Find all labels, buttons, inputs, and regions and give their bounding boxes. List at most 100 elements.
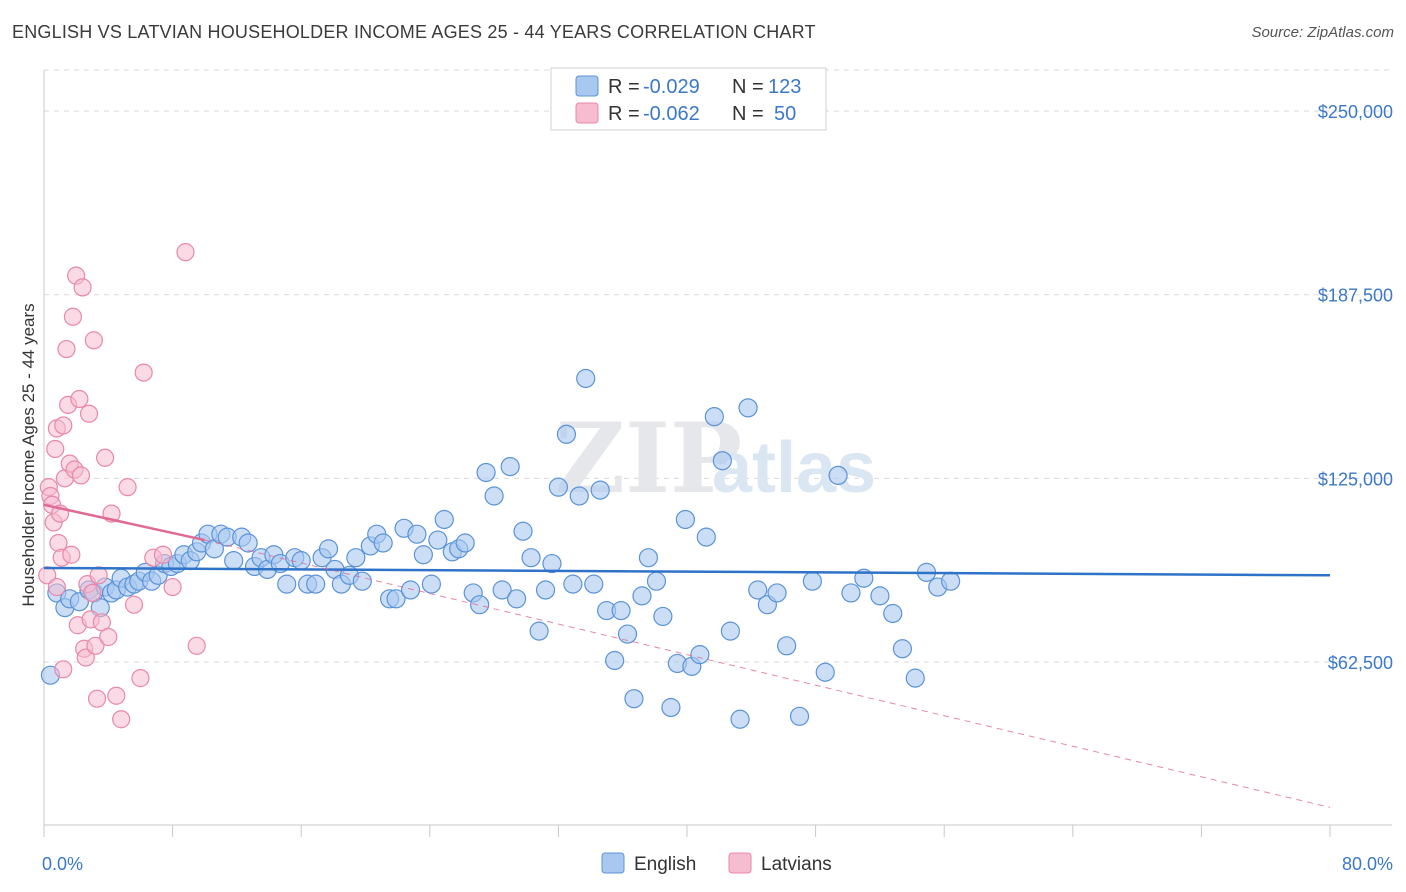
english-point [352,571,372,591]
y-tick-label: $62,500 [1328,653,1393,673]
english-point [730,709,750,729]
english-point [870,586,890,606]
y-tick-label: $125,000 [1318,469,1393,489]
x-tick-label-min: 0.0% [42,854,83,874]
english-point [346,548,366,568]
english-point [841,583,861,603]
legend-n-label-1: N = [732,76,769,98]
y-axis-label: Householder Income Ages 25 - 44 years [19,303,38,606]
english-point [373,533,393,553]
english-point [535,580,556,600]
english-point [291,551,311,571]
axes [43,70,1392,837]
series-legend: English Latvians [601,852,832,875]
english-point [712,451,732,471]
latvian-point [107,686,126,705]
english-point [590,480,610,500]
english-point [883,603,903,624]
english-point [892,639,913,659]
english-point [421,574,442,594]
legend-r-label-1: R = [608,76,645,98]
english-point [661,697,681,718]
legend-latvian-swatch [575,102,599,124]
english-point [675,509,695,530]
latvian-point [118,478,137,497]
english-point [617,624,638,644]
english-point [748,580,768,600]
latvian-point [99,627,118,647]
latvian-point [187,636,206,655]
english-point [224,551,244,571]
latvian-point [54,660,73,679]
latvian-point [47,577,66,597]
english-point [646,571,667,591]
english-point [513,521,533,541]
english-point [484,486,504,506]
latvian-trend-line [43,503,206,542]
english-point [507,589,527,609]
english-point [521,548,541,568]
english-point [576,368,596,389]
english-points [40,368,961,729]
latvian-point [86,636,105,655]
english-point [720,621,741,641]
latvian-point [95,448,115,467]
english-point [632,586,652,606]
latvian-point [83,583,102,603]
bottom-legend-latvian-swatch [728,852,752,874]
latvian-point [73,278,92,297]
english-point [828,465,848,486]
latvian-point [79,404,99,423]
latvian-point [124,595,144,614]
english-point [569,486,589,506]
english-point [696,527,716,547]
x-tick-label-max: 80.0% [1342,854,1393,874]
bottom-legend-latvian-label: Latvians [761,854,832,875]
english-point [529,621,549,641]
latvian-point [163,577,182,597]
english-point [653,606,673,627]
english-point [815,662,835,682]
english-point [690,645,710,665]
latvian-point [176,243,195,262]
trend-lines [43,503,1331,808]
y-tick-label: $250,000 [1318,102,1393,122]
english-point [789,706,810,726]
english-point [563,574,583,594]
english-point [386,589,406,609]
latvian-point [89,566,108,585]
chart-title: ENGLISH VS LATVIAN HOUSEHOLDER INCOME AG… [12,22,816,42]
english-point [802,571,822,591]
x-tick-labels: 0.0% 80.0% [42,854,1393,874]
english-point [428,530,448,550]
english-point [407,524,427,544]
english-point [500,456,520,477]
latvian-point [62,545,81,564]
latvian-point [76,648,95,667]
english-point [738,398,758,418]
latvian-point [153,545,173,564]
english-point [306,574,326,594]
english-point [941,571,961,591]
english-point [584,574,604,594]
latvian-point [131,669,150,688]
latvian-point [57,339,76,359]
english-point [777,636,797,656]
latvian-point [70,389,89,409]
bottom-legend-english-swatch [601,852,625,874]
english-trend-line [43,566,1331,577]
english-point [704,407,724,427]
legend-english-swatch [575,75,599,97]
latvian-point [71,466,91,485]
source-credit: Source: ZipAtlas.com [1251,24,1394,41]
english-point [238,533,258,553]
latvian-trend-extrapolation [204,539,1331,808]
english-point [492,580,512,600]
y-tick-label: $187,500 [1318,286,1393,306]
english-point [556,424,577,444]
latvian-point [112,710,131,729]
english-point [767,583,787,603]
english-point [476,462,496,483]
legend-n-value-2: 50 [774,103,796,125]
